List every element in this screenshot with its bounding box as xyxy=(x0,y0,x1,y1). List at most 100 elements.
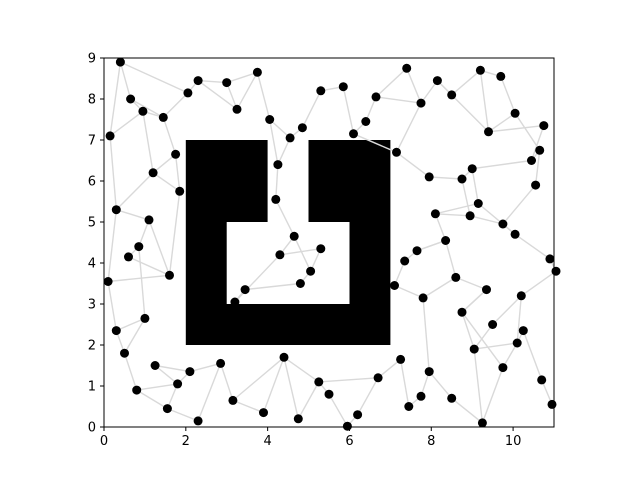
roadmap-edge xyxy=(116,209,150,221)
roadmap-edge xyxy=(473,349,484,423)
roadmap-node xyxy=(148,168,158,178)
roadmap-node xyxy=(138,106,148,116)
roadmap-node xyxy=(273,160,283,170)
roadmap-edge xyxy=(516,295,522,344)
x-tick-label: 8 xyxy=(427,434,435,449)
roadmap-node xyxy=(516,291,526,301)
roadmap-edge xyxy=(283,357,299,419)
roadmap-node xyxy=(316,244,326,254)
roadmap-edge xyxy=(256,72,271,120)
roadmap-edge xyxy=(168,191,181,276)
roadmap-edge xyxy=(479,70,490,132)
roadmap-node xyxy=(289,231,299,241)
roadmap-edge xyxy=(356,377,379,416)
y-tick-label: 2 xyxy=(88,339,96,354)
roadmap-node xyxy=(132,385,142,395)
roadmap-node xyxy=(441,236,451,245)
y-tick-label: 0 xyxy=(88,421,96,436)
roadmap-edge xyxy=(469,215,504,225)
roadmap-edge xyxy=(318,377,379,383)
roadmap-node xyxy=(531,180,541,190)
y-axis: 0 1 2 3 4 5 6 7 8 9 xyxy=(88,52,104,436)
roadmap-node xyxy=(324,389,334,399)
roadmap-node xyxy=(551,266,561,276)
roadmap-edge xyxy=(514,233,551,260)
roadmap-edge xyxy=(275,199,295,237)
roadmap-edge xyxy=(461,178,471,216)
roadmap-edge xyxy=(492,295,522,325)
roadmap-node xyxy=(475,65,485,75)
roadmap-edge xyxy=(275,164,279,200)
y-tick-label: 3 xyxy=(88,298,96,313)
roadmap-node xyxy=(144,215,154,225)
roadmap-edge xyxy=(119,61,132,100)
roadmap-node xyxy=(484,127,493,137)
y-tick-label: 8 xyxy=(88,93,96,108)
roadmap-edge xyxy=(394,284,424,299)
roadmap-edge xyxy=(520,270,557,297)
roadmap-edge xyxy=(522,330,543,381)
roadmap-edge xyxy=(481,367,504,424)
roadmap-node xyxy=(240,285,250,295)
roadmap-edge xyxy=(375,67,408,98)
roadmap-node xyxy=(183,88,193,98)
roadmap-edge xyxy=(502,342,518,368)
roadmap-edge xyxy=(500,76,516,114)
roadmap-edge xyxy=(436,80,489,133)
roadmap-edge xyxy=(455,276,487,291)
x-tick-label: 2 xyxy=(182,434,190,449)
roadmap-node xyxy=(216,358,226,368)
roadmap-edge xyxy=(435,202,479,215)
roadmap-edge xyxy=(472,159,532,170)
roadmap-edge xyxy=(108,274,170,283)
roadmap-node xyxy=(418,293,428,303)
roadmap-edge xyxy=(162,92,189,118)
roadmap-node xyxy=(271,194,281,204)
roadmap-edge xyxy=(234,254,281,303)
roadmap-node xyxy=(222,78,232,88)
roadmap-edge xyxy=(262,357,285,413)
roadmap-edge xyxy=(107,209,117,282)
roadmap-node xyxy=(165,270,174,280)
roadmap-node xyxy=(392,147,401,157)
roadmap-edge xyxy=(109,110,144,137)
roadmap-node xyxy=(498,219,508,229)
roadmap-node xyxy=(404,402,414,411)
roadmap-node xyxy=(314,377,324,387)
obstacle-0 xyxy=(185,140,391,345)
roadmap-node xyxy=(482,285,491,295)
roadmap-node xyxy=(158,112,168,122)
y-tick-label: 4 xyxy=(88,257,96,272)
roadmap-edge xyxy=(474,342,518,350)
roadmap-edge xyxy=(174,154,181,192)
roadmap-edge xyxy=(422,297,430,372)
roadmap-edge xyxy=(116,317,146,332)
roadmap-edge xyxy=(297,381,320,420)
roadmap-node xyxy=(518,326,528,336)
roadmap-node xyxy=(498,363,508,373)
roadmap-edge xyxy=(429,176,463,180)
x-axis: 0 2 4 6 8 10 xyxy=(100,427,521,449)
roadmap-node xyxy=(477,418,487,428)
roadmap-edge xyxy=(451,397,483,424)
roadmap-node xyxy=(275,250,285,260)
roadmap-edge xyxy=(434,213,447,241)
roadmap-node xyxy=(285,133,295,143)
roadmap-edge xyxy=(123,352,138,391)
node-layer xyxy=(103,57,561,431)
roadmap-node xyxy=(510,229,520,239)
roadmap-node xyxy=(424,367,434,377)
roadmap-edge xyxy=(444,240,457,278)
roadmap-node xyxy=(306,266,316,276)
roadmap-node xyxy=(430,209,440,219)
roadmap-node xyxy=(457,307,467,317)
roadmap-node xyxy=(527,156,536,165)
roadmap-edge xyxy=(269,118,291,139)
roadmap-node xyxy=(447,90,457,100)
roadmap-node xyxy=(496,71,506,81)
roadmap-node xyxy=(140,313,150,323)
roadmap-edge xyxy=(277,137,291,165)
y-tick-label: 9 xyxy=(88,52,96,67)
roadmap-edge xyxy=(416,239,446,252)
